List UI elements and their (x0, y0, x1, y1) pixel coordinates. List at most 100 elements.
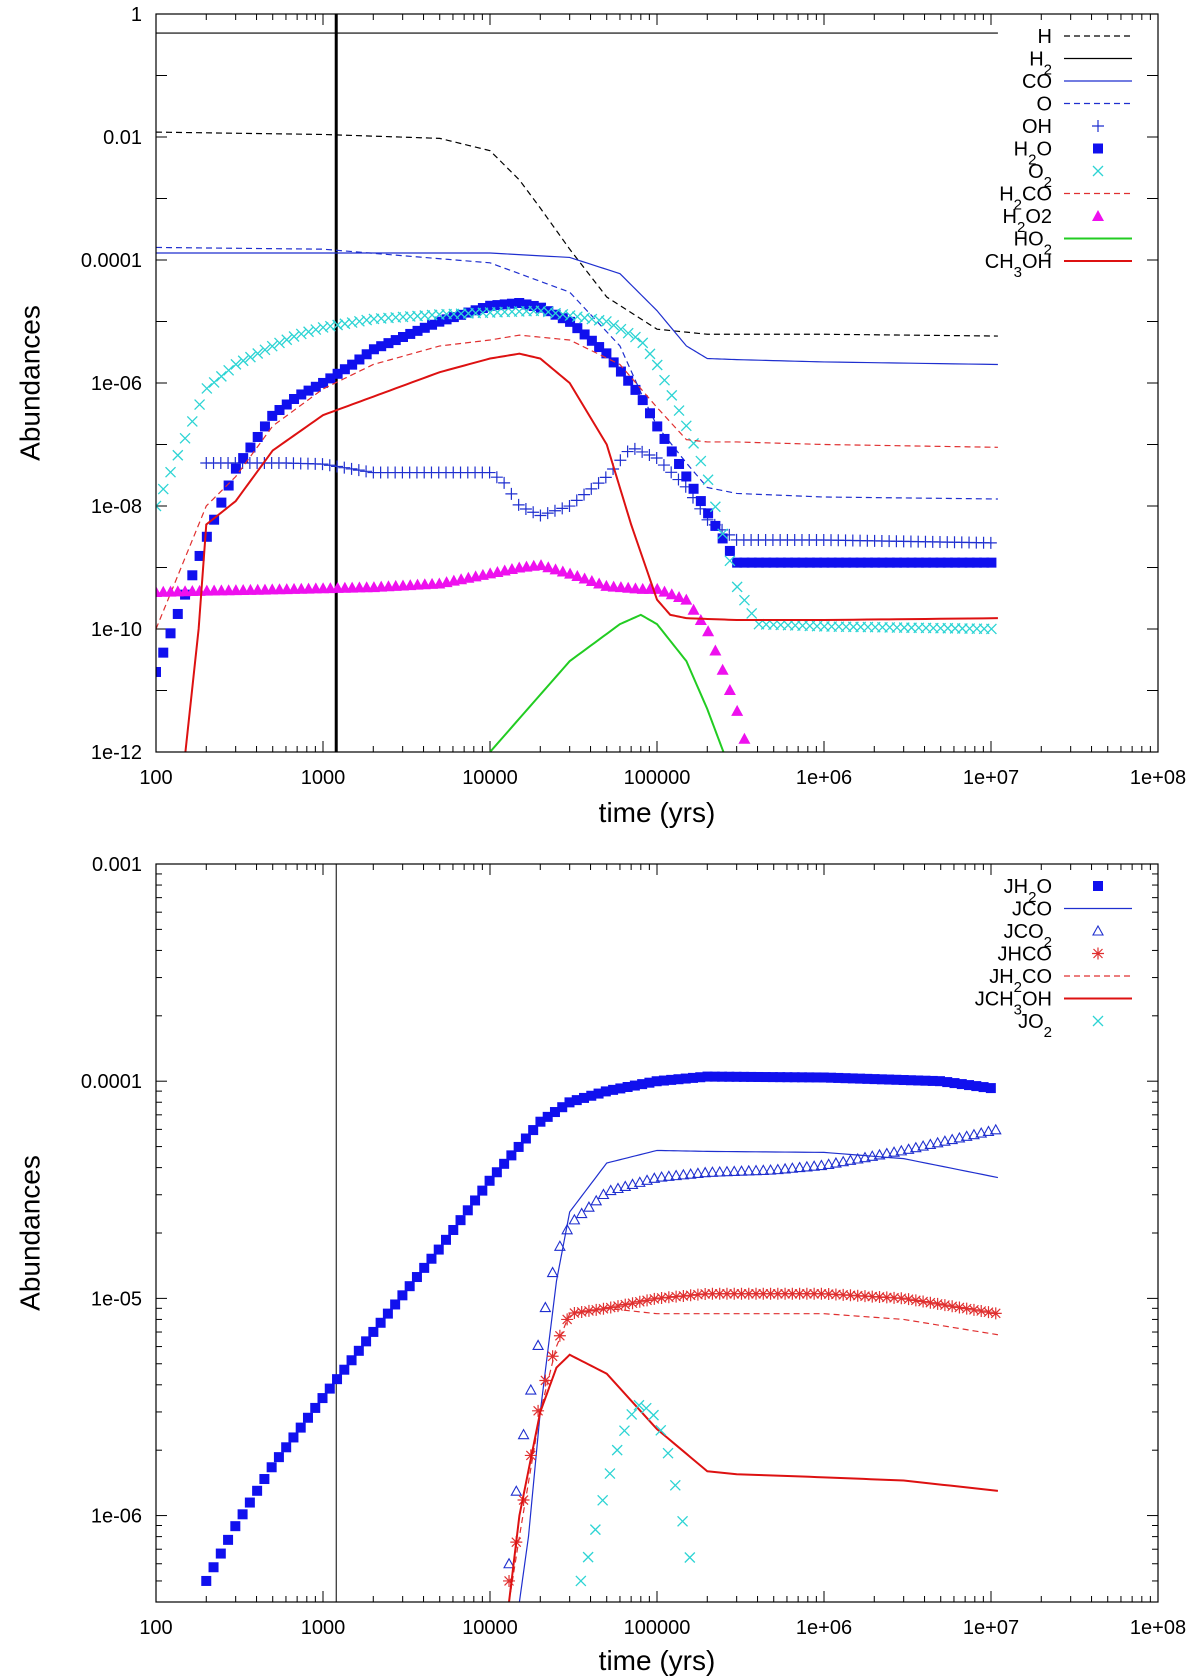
O2-marker (746, 607, 758, 619)
JHCO-marker (641, 1294, 654, 1307)
JCO2-marker (793, 1161, 806, 1173)
JCO2-marker (837, 1155, 850, 1167)
OH-marker (570, 494, 583, 507)
OH-marker (585, 482, 598, 495)
JH2O-marker (542, 1111, 553, 1122)
legend-item-H2O2: H2O2 (1003, 206, 1104, 236)
JH2O-marker (353, 1345, 364, 1356)
H2O2-marker (738, 732, 751, 744)
ice-ytick-label: 1e-06 (91, 1506, 142, 1528)
JO2-marker (597, 1494, 609, 1506)
JCO2-marker (764, 1163, 777, 1175)
gas-ytick-label: 1 (131, 4, 142, 26)
H2O-marker (804, 557, 815, 568)
JH2O-marker (658, 1075, 669, 1086)
OH-marker (527, 506, 540, 519)
gas-xtick-label: 100000 (624, 767, 691, 789)
H2O-marker (710, 520, 721, 531)
JHCO-marker (699, 1287, 712, 1300)
O2-marker (702, 474, 714, 486)
line-H2CO (156, 334, 998, 630)
H2O-marker (223, 480, 234, 491)
JH2O-marker (230, 1521, 241, 1532)
JH2O-marker (579, 1092, 590, 1103)
JHCO-marker (938, 1299, 951, 1312)
H2O-marker (405, 328, 416, 339)
line-HO2 (489, 613, 725, 752)
H2O-marker (608, 357, 619, 368)
H2O-marker (703, 508, 714, 519)
JCO2-marker (655, 1170, 668, 1182)
JHCO-marker (888, 1291, 901, 1304)
H2O-marker (615, 366, 626, 377)
legend-item-JCO: JCO (1012, 899, 1132, 921)
series-JO2 (575, 1399, 696, 1587)
JCO2-marker (844, 1154, 857, 1165)
legend-label-CO: CO (1022, 71, 1052, 93)
H2O-marker (630, 384, 641, 395)
gas-ticks (155, 13, 1159, 753)
H2O-marker (354, 354, 365, 365)
H2O2-marker (702, 625, 715, 637)
JCO2-marker (815, 1159, 828, 1171)
JCO2-marker (771, 1163, 784, 1175)
JHCO-marker (626, 1297, 639, 1310)
O2-marker (659, 374, 670, 386)
H2O-marker (572, 323, 583, 334)
H2O-marker (557, 313, 568, 324)
JHCO-marker (931, 1297, 944, 1310)
H2O-marker (659, 433, 670, 444)
H2O2-marker (542, 561, 555, 573)
H2O-marker (156, 666, 161, 677)
JH2O-marker (920, 1075, 931, 1086)
H2O-marker (339, 364, 350, 375)
JH2O-marker (934, 1076, 945, 1087)
H2O-marker (274, 405, 285, 416)
JHCO-marker (735, 1287, 748, 1300)
JCO2-marker (851, 1152, 864, 1164)
JH2O-marker (695, 1072, 706, 1083)
line-JH2CO (508, 1307, 999, 1602)
JHCO-marker (989, 1307, 1002, 1320)
OH-marker (338, 461, 351, 474)
H2O-marker (310, 381, 321, 392)
JO2-marker (582, 1551, 594, 1563)
H2O-marker (790, 557, 801, 568)
JCO2-marker (721, 1165, 733, 1177)
JHCO-marker (880, 1291, 893, 1304)
JH2O-marker (782, 1072, 793, 1083)
JH2O-marker (339, 1364, 350, 1375)
JH2O-marker (201, 1575, 212, 1586)
H2O2-marker (658, 585, 671, 597)
H2O2-marker (156, 585, 162, 597)
JCO2-marker (677, 1168, 690, 1180)
H2O-marker (412, 325, 423, 336)
JCO2-marker (546, 1266, 559, 1278)
legend-label-H2O2: H2O2 (1003, 206, 1052, 236)
JH2O-marker (746, 1071, 757, 1082)
ice-ytick-label: 0.001 (92, 854, 142, 876)
O2-marker (156, 500, 162, 512)
H2O2-marker (564, 567, 577, 579)
JHCO-marker (655, 1291, 668, 1304)
JH2O-marker (382, 1308, 393, 1319)
JHCO-marker (786, 1287, 799, 1300)
H2O2-marker (665, 588, 678, 600)
JH2O-marker (964, 1080, 975, 1091)
JCO2-marker (829, 1156, 842, 1168)
JHCO-marker (764, 1287, 777, 1300)
JHCO-marker (728, 1287, 741, 1300)
JH2O-marker (651, 1076, 662, 1087)
JH2O-marker (513, 1141, 524, 1152)
O2-marker (194, 399, 206, 410)
JHCO-marker (691, 1288, 704, 1301)
JH2O-marker (804, 1072, 815, 1083)
JH2O-marker (891, 1074, 902, 1085)
JH2O-marker (455, 1215, 466, 1226)
JHCO-marker (503, 1574, 516, 1587)
H2O2-marker (578, 572, 591, 584)
JHCO-marker (546, 1350, 559, 1363)
H2O-marker (862, 557, 873, 568)
JH2O-marker (978, 1082, 989, 1093)
JH2O-marker (971, 1081, 982, 1092)
